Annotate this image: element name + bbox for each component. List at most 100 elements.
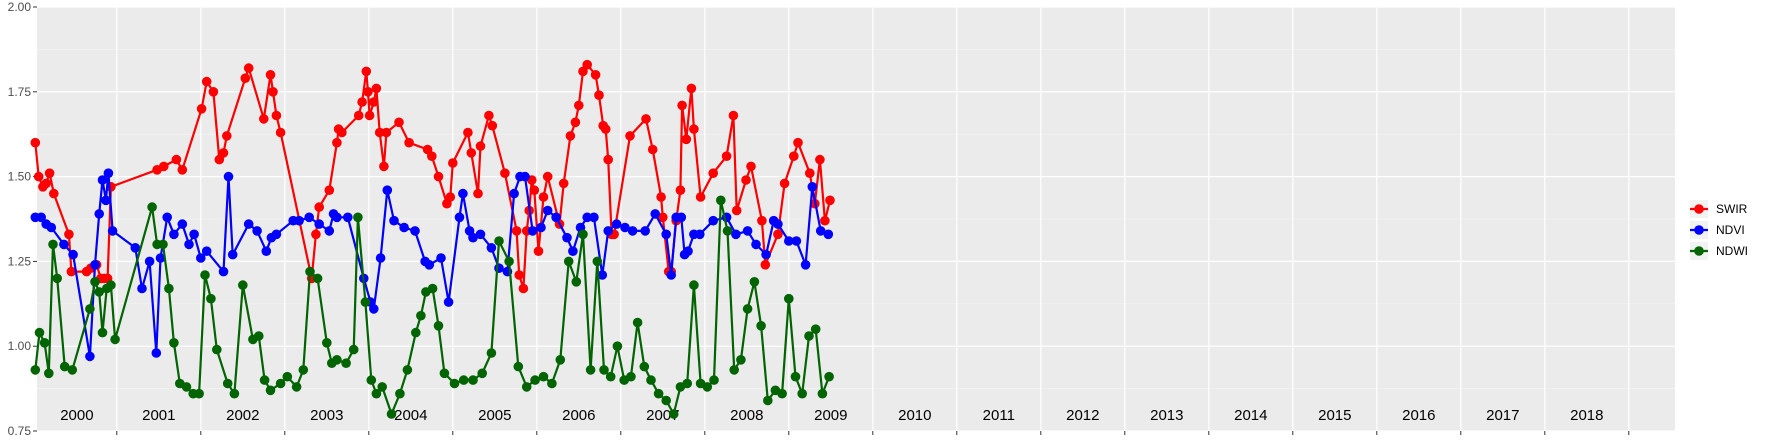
data-point-ndwi (341, 358, 351, 369)
data-point-ndvi (742, 226, 753, 236)
data-point-ndwi (682, 378, 692, 389)
data-point-swir (44, 168, 55, 178)
data-point-ndvi (509, 188, 519, 199)
data-point-swir (427, 151, 437, 161)
data-point-ndwi (106, 280, 116, 290)
year-label: 2014 (1234, 407, 1267, 424)
data-point-swir (731, 205, 742, 216)
data-point-swir (681, 134, 692, 145)
year-label: 2015 (1318, 407, 1351, 424)
data-point-ndwi (810, 324, 821, 335)
data-point-swir (30, 137, 41, 148)
data-point-swir (500, 168, 510, 178)
data-point-ndwi (194, 388, 204, 399)
data-point-swir (381, 127, 392, 138)
data-point-ndwi (348, 344, 359, 355)
data-point-ndwi (275, 378, 286, 389)
data-point-ndwi (555, 355, 566, 365)
data-point-swir (721, 151, 732, 161)
data-point-swir (760, 260, 771, 270)
data-point-swir (514, 270, 524, 280)
data-point-ndvi (568, 246, 578, 256)
data-point-swir (815, 154, 825, 165)
data-point-swir (466, 148, 477, 158)
data-point-ndvi (708, 215, 718, 226)
data-point-swir (656, 192, 666, 202)
data-point-swir (218, 148, 229, 158)
data-point-swir (404, 137, 414, 148)
data-point-ndvi (761, 249, 771, 260)
data-point-swir (268, 87, 278, 97)
data-point-ndwi (797, 388, 807, 399)
data-point-ndvi (177, 219, 188, 229)
data-point-ndvi (458, 188, 468, 199)
data-point-ndvi (468, 232, 478, 243)
data-point-ndvi (773, 219, 783, 229)
data-point-ndwi (169, 338, 179, 348)
data-point-swir (275, 127, 286, 138)
data-point-ndwi (486, 348, 497, 358)
data-point-swir (445, 192, 456, 202)
data-point-ndvi (443, 297, 454, 307)
data-point-ndwi (30, 365, 41, 375)
data-point-ndwi (653, 388, 664, 399)
data-point-ndwi (44, 368, 54, 379)
y-axis: 0.75 1.00 1.25 1.50 1.75 2.00 (8, 0, 37, 438)
data-point-swir (542, 171, 553, 182)
data-point-ndvi (382, 185, 393, 195)
data-point-swir (259, 114, 269, 124)
data-point-ndvi (184, 239, 194, 250)
data-point-ndwi (599, 365, 609, 375)
data-point-swir (529, 185, 540, 195)
data-point-ndvi (486, 243, 497, 253)
data-point-swir (243, 63, 254, 73)
data-point-ndvi (94, 209, 104, 219)
data-point-ndvi (791, 236, 802, 246)
data-point-swir (463, 127, 473, 138)
data-point-swir (741, 175, 751, 185)
series-group (30, 59, 835, 419)
data-point-ndwi (371, 388, 382, 399)
data-point-ndwi (817, 388, 828, 399)
data-point-ndvi (731, 229, 741, 240)
data-point-ndwi (312, 273, 323, 284)
data-point-ndwi (763, 395, 773, 406)
data-point-ndvi (243, 219, 254, 229)
data-point-ndwi (722, 226, 733, 236)
data-point-ndvi (751, 239, 761, 250)
data-point-ndwi (521, 382, 532, 392)
data-point-ndvi (603, 226, 613, 236)
data-point-ndwi (229, 388, 240, 399)
data-point-ndwi (39, 338, 50, 348)
series-swir (30, 59, 835, 294)
data-point-swir (369, 97, 379, 107)
data-point-ndvi (815, 226, 826, 236)
data-point-swir (538, 192, 549, 202)
data-point-swir (533, 246, 544, 256)
data-point-ndvi (640, 226, 650, 236)
data-point-ndvi (520, 171, 530, 182)
data-point-ndwi (282, 371, 293, 382)
data-point-swir (658, 212, 668, 223)
data-point-swir (41, 178, 51, 189)
data-point-swir (448, 158, 458, 168)
data-point-swir (357, 97, 367, 107)
data-point-swir (314, 202, 325, 212)
year-label: 2011 (983, 407, 1015, 424)
data-point-ndvi (261, 246, 272, 256)
data-point-swir (353, 110, 364, 121)
data-point-swir (311, 229, 321, 240)
year-label: 2012 (1066, 407, 1099, 424)
data-point-swir (33, 171, 44, 182)
data-point-ndvi (218, 266, 229, 277)
data-point-ndvi (627, 226, 638, 236)
year-label: 2005 (478, 407, 511, 424)
data-point-swir (789, 151, 799, 161)
data-point-ndwi (34, 327, 45, 338)
data-point-ndvi (424, 260, 435, 270)
data-point-swir (511, 226, 522, 236)
data-point-swir (337, 127, 347, 138)
data-point-swir (363, 87, 373, 97)
legend-label: NDWI (1716, 244, 1748, 258)
data-point-swir (361, 66, 372, 77)
